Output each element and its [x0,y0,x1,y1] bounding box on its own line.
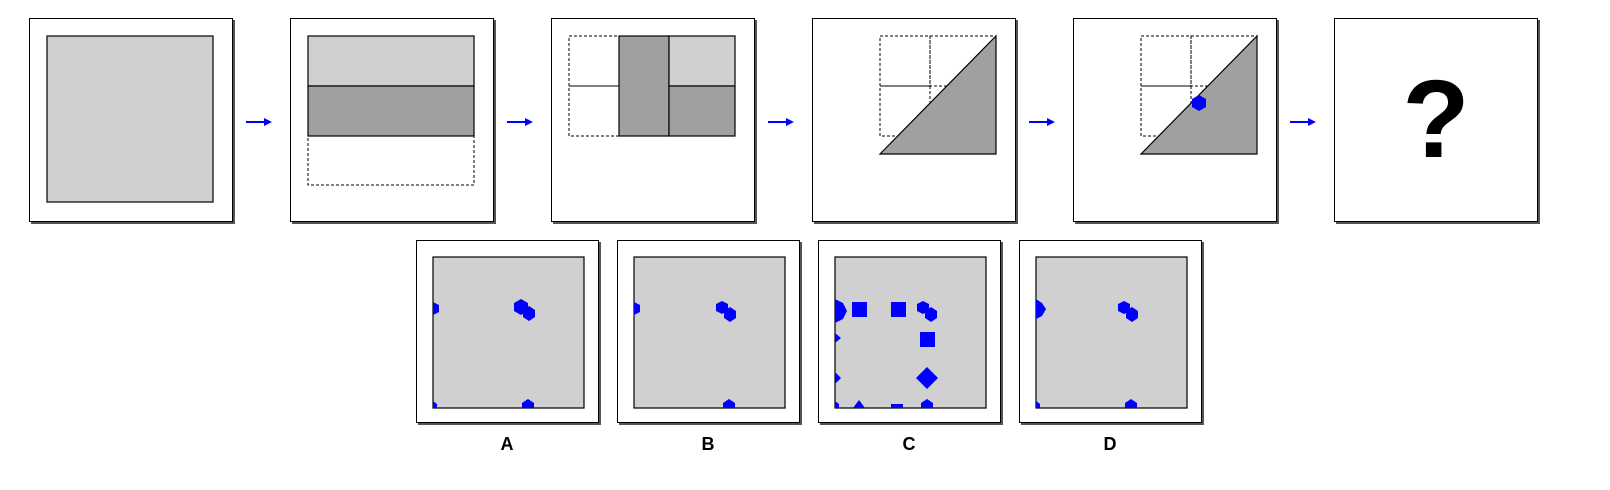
hole-icon [724,307,736,322]
option-a-figure [432,256,585,409]
fold-ghost [568,85,620,137]
step-4-figure [878,34,997,155]
fold-ghost [568,35,620,87]
hole-icon [921,399,933,408]
step-1-panel [29,18,233,222]
option-c-figure [834,256,987,409]
hole-icon [433,302,439,315]
option-b-card[interactable] [617,240,800,423]
option-c-label: C [902,434,916,454]
option-d-label: D [1103,434,1117,454]
punched-hole-icon [1192,95,1206,111]
option-c-card[interactable] [818,240,1001,423]
step-6-panel: ? [1334,18,1538,222]
hole-icon [835,333,841,343]
arrow-icon [1029,118,1055,126]
arrow-icon [246,118,272,126]
diagonal-flap [878,34,997,155]
paper-top [307,35,475,87]
fold-ghost [1140,35,1192,87]
hole-icon [1126,307,1138,322]
hole-icon [1036,401,1040,408]
arrow-icon [507,118,533,126]
option-b-figure [633,256,786,409]
hole-icon [853,400,865,408]
hole-icon [835,372,841,384]
hole-icon [522,399,534,408]
option-b-label: B [701,434,715,454]
folded-flap [307,85,475,137]
hole-icon [835,401,839,408]
step-2-panel [290,18,494,222]
step-3-figure [568,35,736,137]
question-mark: ? [1402,58,1470,181]
option-d-figure [1035,256,1188,409]
hole-icon [433,401,437,408]
fold-ghost [307,135,475,186]
hole-icon [916,367,938,389]
step-5-figure [1139,34,1258,155]
hole-icon [523,306,535,321]
step-4-panel [812,18,1016,222]
hole-icon [835,299,847,323]
arrow-icon [768,118,794,126]
hole-icon [891,302,906,317]
hole-icon [852,302,867,317]
hole-icon [925,307,937,322]
folded-flap [618,35,670,137]
paper-square [46,35,214,203]
option-a-card[interactable] [416,240,599,423]
fold-ghost [879,35,931,87]
hole-icon [1036,299,1046,319]
step-3-panel [551,18,755,222]
hole-icon [723,399,735,408]
option-d-card[interactable] [1019,240,1202,423]
option-a-label: A [500,434,514,454]
folded-layer [668,85,736,137]
hole-icon [920,332,935,347]
hole-icon [1125,399,1137,408]
step-5-panel [1073,18,1277,222]
paper-top [668,35,736,87]
hole-icon [634,302,640,315]
hole-icon [891,404,903,408]
arrow-icon [1290,118,1316,126]
step-2-figure [307,35,475,186]
step-1-figure [46,35,214,203]
